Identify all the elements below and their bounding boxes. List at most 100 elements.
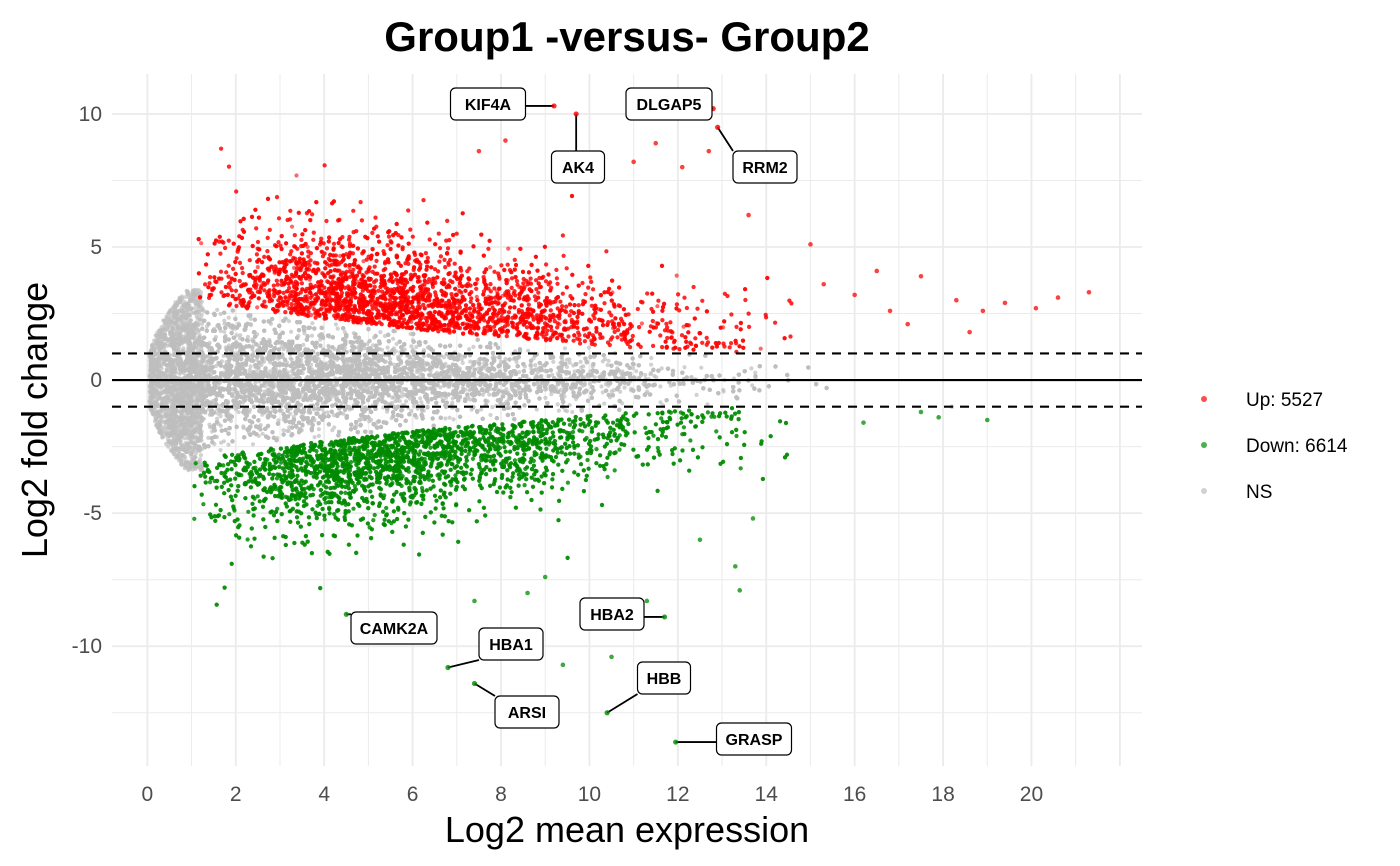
ns-point [689,375,694,380]
ns-point [215,307,220,312]
ns-point [367,339,372,344]
ns-point [281,428,286,433]
ns-point [586,345,592,350]
ns-point [316,433,321,438]
ns-point [643,372,648,378]
ns-point [567,360,572,365]
ns-point [467,397,473,402]
ns-point [572,369,577,374]
ns-point [750,383,755,388]
ns-point [206,435,211,440]
ns-point [226,442,231,447]
ns-point [487,392,492,397]
ns-point [488,412,493,418]
ns-point [284,428,289,433]
ns-point [587,381,593,386]
ns-point [460,386,465,391]
ns-point [460,360,465,365]
ns-point [392,362,397,367]
ns-point [630,366,636,371]
ns-point [467,347,472,352]
ns-point [218,311,223,317]
ns-point [579,365,584,370]
ns-point [250,347,255,352]
ns-point [245,334,250,340]
ns-point [276,418,281,423]
ns-point [218,447,223,453]
ns-point [602,401,607,406]
ns-point [578,359,583,364]
ns-point [250,442,256,447]
ns-point [534,407,539,412]
ns-point [564,409,570,414]
ns-point [504,387,509,392]
ns-point [394,341,399,347]
ns-point [219,440,224,445]
ns-point [451,417,456,422]
ns-point [385,345,390,350]
ns-point [468,359,473,364]
ns-point [388,356,393,362]
ns-point [309,333,315,338]
ns-point [549,392,554,397]
ns-point [602,357,608,362]
ns-point [555,402,560,407]
ns-point [208,425,213,430]
ns-point [570,409,575,415]
ns-point [699,365,704,370]
ns-point [543,395,548,400]
ns-point [622,385,627,390]
ns-point [333,322,338,327]
ns-point [325,410,330,415]
ns-point [404,399,409,404]
chart-title: Group1 -versus- Group2 [384,13,869,60]
ns-point [479,407,484,412]
ns-point [288,356,293,361]
ns-point [288,411,293,416]
ns-point [556,408,562,413]
ns-point [447,415,452,420]
ns-point [599,384,604,389]
ns-point [415,368,421,373]
ns-point [551,359,556,364]
ns-point [592,375,597,380]
ns-point [649,355,654,361]
ns-point [514,359,519,365]
ns-point [605,362,610,368]
ns-point [471,344,476,349]
ns-point [221,353,226,358]
ns-point [319,407,324,412]
points-layer [147,138,1092,668]
ns-point [316,427,321,432]
ns-point [753,370,758,375]
ns-point [378,330,383,335]
ns-point [658,384,663,389]
ns-point [567,357,572,362]
ns-point [533,363,538,368]
ns-point [606,358,611,363]
ns-point [721,389,726,394]
ns-point [391,336,396,341]
ns-point [238,333,243,338]
ns-point [332,425,337,430]
ns-point [367,385,372,391]
ns-point [749,366,754,371]
ns-point [289,329,294,334]
ns-point [226,315,231,320]
ns-point [312,435,317,440]
ns-point [310,321,315,326]
ns-point [280,344,285,349]
ns-point [418,396,423,401]
ns-point [443,416,448,421]
ns-point [268,369,273,374]
ns-point [218,414,223,419]
ns-point [286,319,291,324]
ns-point [260,431,265,436]
ns-point [316,357,321,362]
ns-point [391,395,396,400]
ns-point [517,370,522,375]
ns-point [562,346,568,351]
ns-point [526,348,531,353]
ns-point [490,405,495,410]
